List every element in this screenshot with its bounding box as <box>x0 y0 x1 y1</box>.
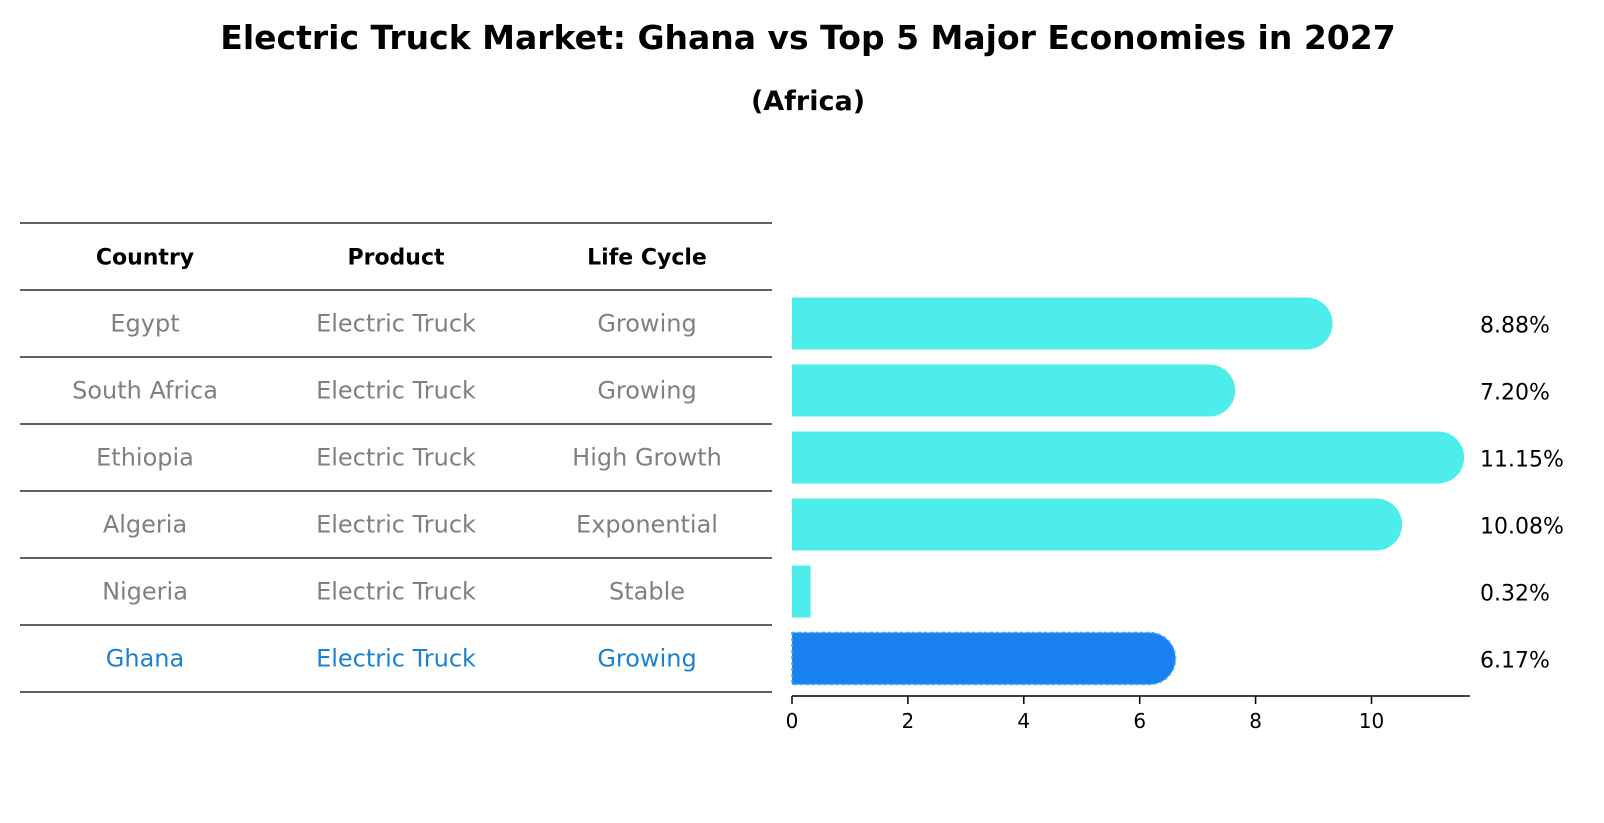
table-cell: High Growth <box>572 444 722 472</box>
bar <box>792 297 1333 350</box>
table-cell: Egypt <box>110 310 179 338</box>
table-header-cell: Country <box>96 246 194 271</box>
bar-value-label: 0.32% <box>1480 582 1550 607</box>
bar-value-label: 11.15% <box>1480 448 1564 473</box>
table-header-cell: Life Cycle <box>587 246 707 271</box>
table-cell: Electric Truck <box>316 377 476 405</box>
bar-highlight <box>791 631 1177 686</box>
table-header-cell: Product <box>347 246 445 271</box>
table-cell: Ethiopia <box>96 444 194 472</box>
table-cell: Electric Truck <box>316 310 476 338</box>
chart-subtitle: (Africa) <box>751 86 865 117</box>
x-tick-label: 6 <box>1133 709 1146 733</box>
table-cell: Growing <box>597 645 696 673</box>
table-cell: Algeria <box>103 511 187 539</box>
bar <box>792 364 1236 417</box>
bar <box>792 565 811 618</box>
table-cell: Exponential <box>576 511 718 539</box>
bar-value-label: 7.20% <box>1480 381 1550 406</box>
table-cell: Ghana <box>106 645 184 673</box>
x-tick-label: 8 <box>1249 709 1262 733</box>
chart-title: Electric Truck Market: Ghana vs Top 5 Ma… <box>220 18 1395 57</box>
table-cell: South Africa <box>72 377 218 405</box>
table-cell: Electric Truck <box>316 645 476 673</box>
value-labels: 8.88% 7.20% 11.15% 10.08% 0.32% 6.17% <box>1480 314 1564 674</box>
table-cell: Electric Truck <box>316 578 476 606</box>
table-cell: Stable <box>609 578 685 606</box>
x-tick-label: 10 <box>1359 709 1384 733</box>
x-axis: 0 2 4 6 8 10 <box>786 695 1470 733</box>
data-table: Country Product Life Cycle Egypt Electric Tr… <box>20 222 772 693</box>
table-cell: Growing <box>597 310 696 338</box>
table-cell: Electric Truck <box>316 444 476 472</box>
bar-value-label: 8.88% <box>1480 314 1550 339</box>
bar <box>792 498 1403 551</box>
x-tick-label: 4 <box>1017 709 1030 733</box>
x-tick-label: 0 <box>786 709 799 733</box>
table-cell: Growing <box>597 377 696 405</box>
bar-series <box>791 297 1465 686</box>
bar-value-label: 6.17% <box>1480 649 1550 674</box>
table-cell: Electric Truck <box>316 511 476 539</box>
bar-value-label: 10.08% <box>1480 515 1564 540</box>
bar <box>792 431 1465 484</box>
x-tick-label: 2 <box>902 709 915 733</box>
table-cell: Nigeria <box>102 578 188 606</box>
